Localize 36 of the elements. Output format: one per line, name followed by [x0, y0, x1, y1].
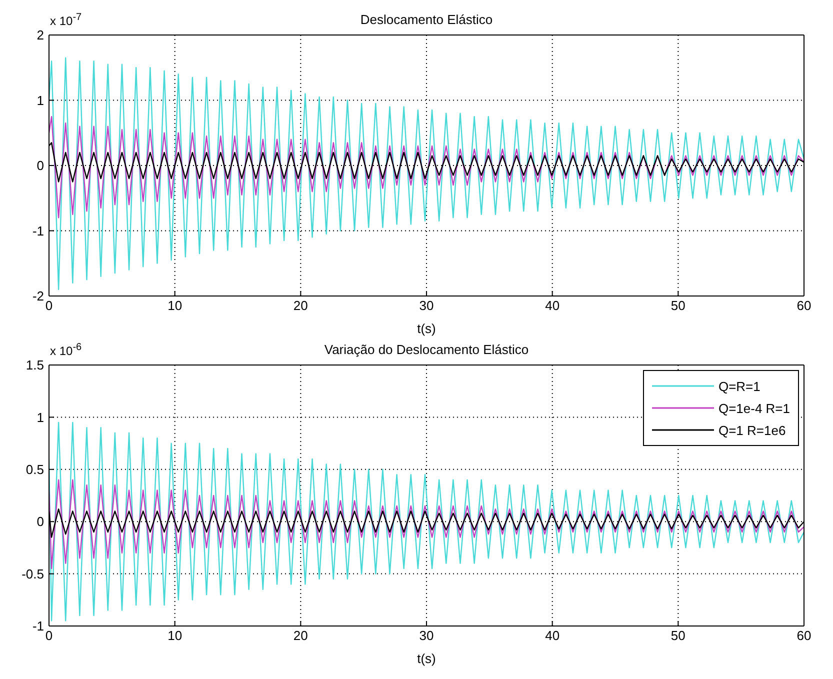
y-tick-label: 0 [36, 514, 44, 530]
legend-label: Q=1 R=1e6 [718, 422, 786, 438]
text: x 10$^{-6}$ [50, 342, 82, 358]
chart-title: Variação do Deslocamento Elástico [324, 342, 529, 357]
x-tick-label: 20 [293, 628, 308, 644]
y-tick-label: -2 [32, 288, 44, 304]
line-series [49, 116, 804, 218]
x-tick-label: 50 [670, 298, 686, 314]
line-series [49, 422, 804, 622]
chart-title: Deslocamento Elástico [360, 12, 493, 27]
x-tick-label: 30 [419, 298, 434, 314]
y-tick-label: -0.5 [22, 566, 44, 582]
y-tick-label: 2 [36, 28, 44, 43]
x-tick-label: 60 [796, 628, 812, 644]
y-tick-label: 1 [36, 410, 44, 425]
y-tick-label: -1 [32, 618, 44, 634]
legend-label: Q=1e-4 R=1 [718, 400, 790, 416]
x-tick-label: 50 [670, 628, 686, 644]
x-tick-label: 10 [168, 298, 182, 314]
x-tick-label: 20 [293, 298, 308, 314]
x-tick-label: 10 [168, 628, 182, 644]
x-tick-label: 40 [545, 298, 560, 314]
y-tick-label: 1.5 [26, 358, 44, 373]
legend-label: Q=R=1 [718, 378, 760, 394]
x-axis-title: t(s) [416, 651, 437, 666]
y-tick-label: -1 [32, 223, 44, 238]
y-tick-label: 0.5 [26, 462, 44, 478]
x-axis-title: t(s) [416, 321, 437, 336]
line-series [49, 57, 804, 290]
x-tick-label: 60 [796, 298, 812, 314]
x-tick-label: 40 [545, 628, 560, 644]
text: x 10$^{-7}$ [50, 12, 82, 28]
line-series [49, 479, 804, 570]
y-tick-label: 0 [36, 158, 44, 174]
x-tick-label: 30 [419, 628, 434, 644]
y-tick-label: 1 [36, 92, 44, 108]
